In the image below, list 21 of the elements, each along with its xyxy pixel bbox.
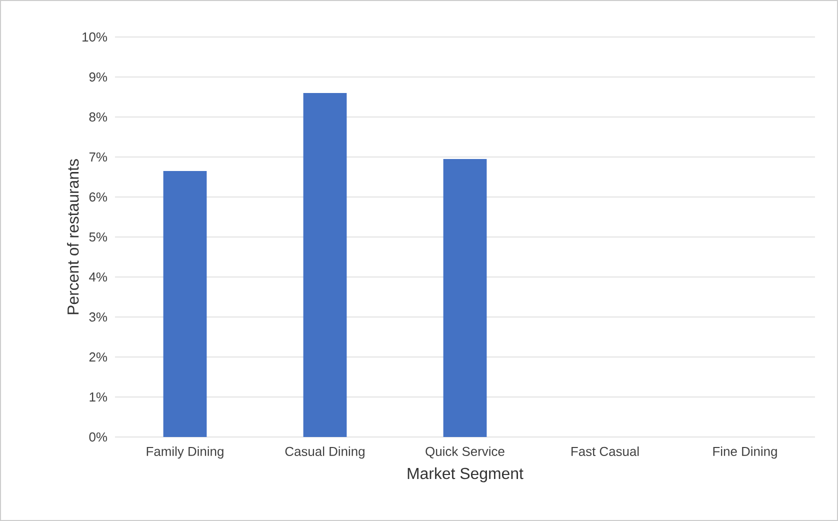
x-tick-label: Fine Dining	[713, 446, 777, 459]
y-tick-label: 7%	[89, 152, 108, 162]
x-tick-label: Family Dining	[146, 446, 224, 459]
y-tick-label: 3%	[89, 312, 108, 322]
y-axis-title: Percent of restaurants	[67, 159, 79, 314]
x-tick-label: Fast Casual	[572, 446, 639, 456]
bar	[303, 92, 347, 437]
x-tick-label: Quick Service	[426, 446, 504, 458]
y-tick-label: 1%	[90, 392, 108, 402]
y-tick-label: 10%	[82, 32, 108, 42]
y-tick-label: 9%	[89, 72, 108, 82]
y-tick-label: 5%	[89, 232, 108, 242]
x-axis-title: Market Segment	[408, 467, 524, 482]
x-tick-label: Casual Dining	[285, 446, 364, 459]
bar	[443, 158, 487, 437]
y-tick-label: 2%	[89, 352, 108, 362]
y-tick-label: 8%	[89, 112, 108, 122]
y-tick-label: 6%	[89, 192, 108, 202]
bar	[163, 170, 207, 437]
y-tick-label: 4%	[89, 272, 108, 282]
y-tick-label: 0%	[89, 432, 108, 442]
